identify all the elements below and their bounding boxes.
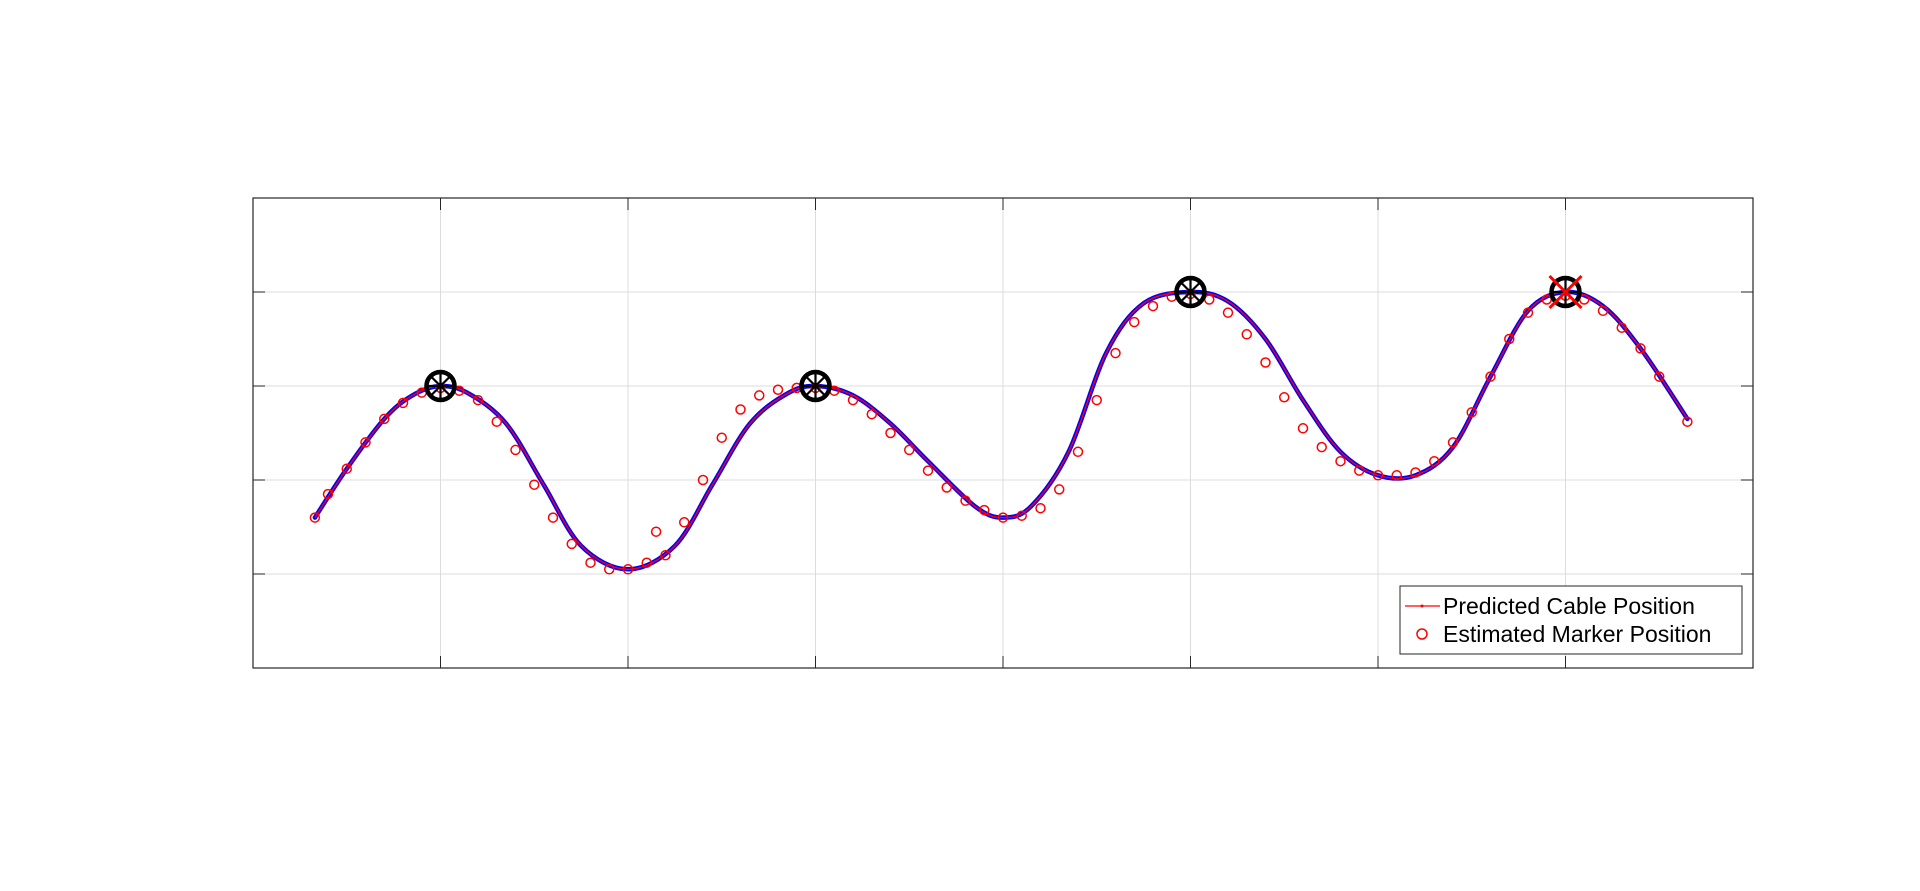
markers-layer [309, 288, 1693, 575]
estimated-marker-point [922, 465, 934, 476]
estimated-marker-point [1054, 484, 1065, 495]
estimated-marker-point [1391, 470, 1402, 481]
estimated-marker-point [510, 444, 521, 456]
estimated-marker-point [1682, 416, 1693, 427]
estimated-marker-point [529, 479, 540, 490]
estimated-marker-point [1485, 371, 1496, 382]
estimated-marker-point [1616, 322, 1627, 333]
estimated-marker-point [754, 390, 765, 401]
estimated-marker-point [1447, 437, 1459, 448]
estimated-marker-point [1654, 371, 1665, 382]
estimated-marker-point [1504, 333, 1515, 345]
estimated-marker-point [547, 512, 559, 523]
estimated-marker-point [772, 384, 784, 396]
estimated-marker-point [1354, 465, 1365, 476]
estimated-marker-point [1429, 455, 1440, 467]
legend: Predicted Cable Position Estimated Marke… [1399, 585, 1743, 655]
estimated-marker-point [1072, 446, 1084, 458]
support-point-spoke [429, 375, 452, 397]
estimated-marker-point [1129, 316, 1140, 328]
support-point-spoke [804, 375, 827, 397]
estimated-marker-point [960, 495, 971, 506]
legend-label-estimated: Estimated Marker Position [1443, 621, 1711, 647]
estimated-marker-point [650, 526, 662, 537]
support-point-cross [1548, 274, 1583, 310]
estimated-marker-point [472, 394, 484, 406]
axes [252, 197, 1754, 669]
estimated-marker-point [1297, 423, 1309, 434]
estimated-marker-point [379, 413, 390, 425]
estimated-marker-point [1335, 455, 1346, 467]
axes-frame [252, 197, 1754, 669]
estimated-marker-point [1091, 394, 1102, 406]
estimated-marker-point [566, 538, 577, 550]
estimated-marker-point [322, 488, 334, 500]
estimated-marker-point [1260, 357, 1271, 368]
estimated-marker-point [1522, 307, 1534, 318]
estimated-marker-point [941, 482, 952, 493]
estimated-marker-point [679, 517, 690, 528]
estimated-marker-point [997, 512, 1009, 523]
estimated-marker-point [1316, 441, 1327, 453]
support-layer [424, 274, 1583, 403]
estimated-marker-point [1222, 307, 1234, 318]
estimated-marker-point [1241, 329, 1252, 340]
estimated-marker-point [697, 474, 709, 486]
estimated-marker-point [716, 432, 727, 443]
estimated-marker-point [641, 557, 652, 568]
estimated-marker-point [660, 549, 671, 561]
estimated-marker-point [735, 404, 746, 415]
estimated-marker-point [1110, 347, 1121, 359]
estimated-marker-point [1466, 407, 1477, 418]
estimated-marker-point [604, 564, 615, 575]
estimated-marker-point [309, 512, 321, 523]
estimated-marker-point [885, 427, 896, 439]
estimated-marker-point [397, 397, 409, 409]
estimated-marker-point [1279, 392, 1290, 403]
estimated-marker-point [1016, 510, 1027, 521]
estimated-marker-point [585, 557, 596, 568]
estimated-marker-point [866, 408, 877, 420]
support-point-spoke [1179, 281, 1202, 303]
estimated-marker-point [1035, 502, 1046, 514]
estimated-marker-point [1635, 343, 1646, 354]
estimated-marker-point [341, 463, 352, 474]
estimated-marker-point [1372, 470, 1384, 481]
estimated-marker-point [491, 416, 502, 427]
estimated-marker-point [622, 564, 634, 575]
estimated-marker-point [979, 504, 990, 516]
estimated-marker-point [1147, 300, 1159, 312]
estimated-marker-point [904, 444, 915, 456]
estimated-marker-point [1597, 305, 1609, 317]
estimated-marker-point [847, 394, 859, 406]
legend-box [1399, 585, 1743, 655]
legend-line-dot [1420, 604, 1424, 608]
legend-label-predicted: Predicted Cable Position [1443, 593, 1695, 619]
estimated-marker-point [360, 437, 371, 448]
legend-marker-swatch [1416, 628, 1428, 640]
estimated-marker-point [1410, 467, 1421, 478]
